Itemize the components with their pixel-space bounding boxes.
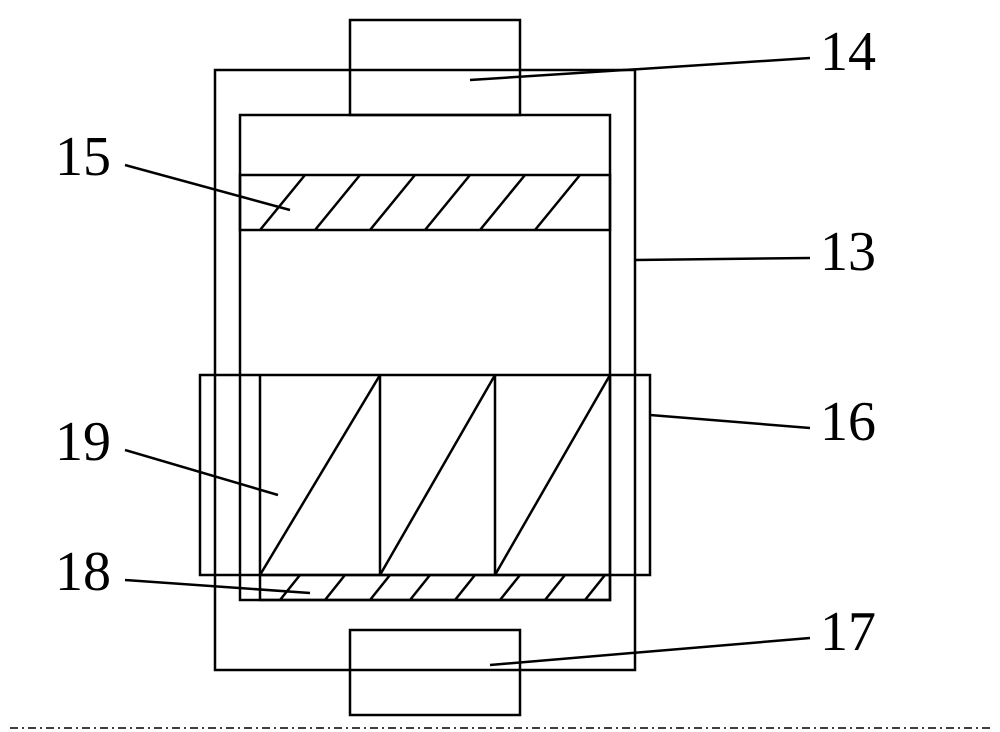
label-16: 16 (820, 391, 876, 453)
label-13: 13 (820, 221, 876, 283)
label-14: 14 (820, 21, 876, 83)
label-15: 15 (55, 126, 111, 188)
label-17: 17 (820, 601, 876, 663)
label-19: 19 (55, 411, 111, 473)
label-18: 18 (55, 541, 111, 603)
